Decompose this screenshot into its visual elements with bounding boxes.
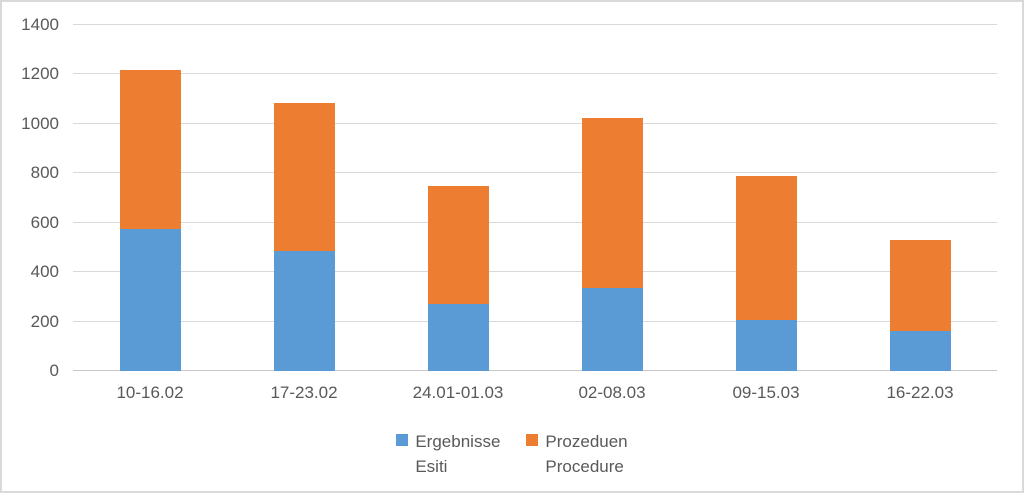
legend-label: Prozeduen Procedure xyxy=(545,429,627,479)
gridline-y-1000 xyxy=(73,122,997,124)
bar-segment-ergebnisse-17-23.02[interactable] xyxy=(273,251,335,371)
x-tick-label-16-22.03: 16-22.03 xyxy=(886,383,954,402)
legend-item-prozeduen[interactable]: Prozeduen Procedure xyxy=(526,429,628,479)
y-tick-label-1200: 1200 xyxy=(21,64,59,84)
gridline-y-800 xyxy=(73,172,997,174)
bar-segment-ergebnisse-24.01-01.03[interactable] xyxy=(427,304,489,371)
x-tick-label-02-08.03: 02-08.03 xyxy=(578,383,646,402)
bar-segment-prozeduen-17-23.02[interactable] xyxy=(273,102,335,252)
legend-label-line: Procedure xyxy=(545,457,624,476)
legend-label-line: Ergebnisse xyxy=(415,432,501,451)
bar-segment-prozeduen-16-22.03[interactable] xyxy=(889,240,951,332)
x-tick-label-17-23.02: 17-23.02 xyxy=(270,383,338,402)
bar-group-02-08.03 xyxy=(535,117,689,371)
legend-swatch-icon xyxy=(526,434,539,446)
x-tick-label-24.01-01.03: 24.01-01.03 xyxy=(412,383,504,402)
bar-stack xyxy=(273,102,335,371)
bar-segment-prozeduen-09-15.03[interactable] xyxy=(735,175,797,321)
gridline-y-0 xyxy=(73,370,997,371)
x-axis: 10-16.02 17-23.02 24.01-01.03 02-08.03 09-15… xyxy=(73,383,997,407)
legend-label-line: Prozeduen xyxy=(545,432,628,451)
x-tick-label-10-16.02: 10-16.02 xyxy=(116,383,184,402)
gridline-y-1400 xyxy=(73,24,997,25)
gridline-y-400 xyxy=(73,271,997,273)
bar-segment-ergebnisse-09-15.03[interactable] xyxy=(735,320,797,371)
y-tick-label-800: 800 xyxy=(30,163,59,183)
bar-stack xyxy=(581,117,643,371)
bar-stack xyxy=(427,185,489,371)
plot-area xyxy=(73,24,997,371)
legend: Ergebnisse Esiti Prozeduen Procedure xyxy=(2,429,1022,479)
bar-group-10-16.02 xyxy=(73,69,227,371)
y-tick-label-1400: 1400 xyxy=(21,15,59,34)
legend-label: Ergebnisse Esiti xyxy=(415,429,500,479)
bar-stack xyxy=(889,240,951,371)
gridline-y-200 xyxy=(73,320,997,322)
bar-segment-ergebnisse-16-22.03[interactable] xyxy=(889,331,951,371)
bar-segment-prozeduen-24.01-01.03[interactable] xyxy=(427,185,489,305)
bar-group-09-15.03 xyxy=(689,175,843,371)
bar-group-24.01-01.03 xyxy=(381,185,535,371)
gridline-y-600 xyxy=(73,221,997,223)
bar-segment-prozeduen-10-16.02[interactable] xyxy=(119,69,181,229)
y-tick-label-600: 600 xyxy=(30,212,59,232)
y-axis: 0 200 400 600 800 1000 1200 1400 xyxy=(2,2,59,402)
legend-swatch-icon xyxy=(396,434,409,446)
y-tick-label-1000: 1000 xyxy=(21,113,59,133)
bar-group-16-22.03 xyxy=(843,240,997,371)
x-tick-label-09-15.03: 09-15.03 xyxy=(732,383,800,402)
bar-stack xyxy=(735,175,797,371)
bar-segment-ergebnisse-02-08.03[interactable] xyxy=(581,288,643,371)
bar-group-17-23.02 xyxy=(227,102,381,371)
bar-stack xyxy=(119,69,181,371)
y-tick-label-200: 200 xyxy=(30,311,59,331)
legend-item-ergebnisse[interactable]: Ergebnisse Esiti xyxy=(396,429,500,479)
bar-segment-ergebnisse-10-16.02[interactable] xyxy=(119,228,181,371)
y-tick-label-0: 0 xyxy=(49,361,59,380)
y-tick-label-400: 400 xyxy=(30,262,59,282)
legend-label-line: Esiti xyxy=(415,457,448,476)
bar-segment-prozeduen-02-08.03[interactable] xyxy=(581,117,643,289)
gridline-y-1200 xyxy=(73,73,997,75)
